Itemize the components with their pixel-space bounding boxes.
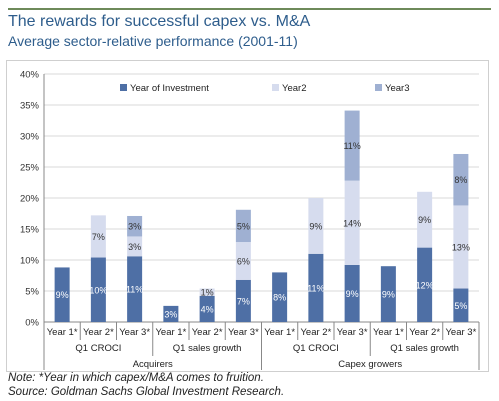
legend-swatch [272, 84, 279, 91]
data-label: 11% [126, 285, 143, 295]
x-tick-label: Year 1* [264, 327, 295, 338]
data-label: 1% [201, 288, 214, 298]
subgroup-label: Q1 CROCI [75, 343, 121, 354]
top-rule [8, 8, 491, 10]
data-label: 5% [454, 301, 467, 311]
legend-label: Year2 [282, 83, 306, 94]
x-tick-label: Year 2* [300, 327, 331, 338]
x-tick-label: Year 1* [373, 327, 404, 338]
bar-year-of-investment [417, 247, 433, 322]
chart-note: Note: *Year in which capex/M&A comes to … [8, 372, 264, 384]
bar-year2 [453, 205, 469, 289]
data-label: 13% [452, 242, 470, 252]
bar-year-of-investment [127, 256, 143, 322]
bar-year3 [453, 153, 469, 206]
x-tick-label: Year 3* [337, 327, 368, 338]
bar-year2 [127, 236, 143, 257]
data-label: 12% [416, 280, 434, 290]
legend-swatch [375, 84, 382, 91]
bar-year2 [344, 180, 360, 265]
data-label: 9% [418, 215, 431, 225]
bar-year3 [235, 209, 251, 243]
bar-year2 [417, 191, 433, 248]
y-tick-label: 25% [20, 163, 40, 174]
data-label: 9% [346, 289, 359, 299]
data-label: 8% [273, 293, 286, 303]
bar-year-of-investment [380, 266, 396, 322]
chart-title: The rewards for successful capex vs. M&A [8, 13, 311, 30]
x-tick-label: Year 3* [228, 327, 259, 338]
bar-year3 [344, 110, 360, 181]
subgroup-label: Q1 sales growth [173, 343, 242, 354]
bar-year-of-investment [90, 257, 106, 322]
x-tick-label: Year 1* [155, 327, 186, 338]
subgroup-label: Q1 CROCI [293, 343, 339, 354]
y-tick-label: 30% [20, 132, 40, 143]
data-label: 11% [307, 283, 324, 293]
bar-year-of-investment [235, 279, 251, 322]
bar-year-of-investment [344, 264, 360, 322]
data-label: 6% [237, 256, 250, 266]
y-tick-label: 5% [25, 287, 39, 298]
bar-year-of-investment [453, 288, 469, 322]
bar-year2 [199, 288, 215, 296]
bar-year-of-investment [163, 305, 179, 322]
bar-year2 [90, 215, 106, 258]
x-tick-label: Year 2* [192, 327, 223, 338]
legend-label: Year of Investment [130, 83, 209, 94]
x-tick-label: Year 1* [47, 327, 78, 338]
bar-year-of-investment [199, 295, 215, 322]
data-label: 3% [164, 309, 177, 319]
bar-year2 [308, 198, 324, 254]
group-label: Capex growers [338, 359, 402, 370]
x-tick-label: Year 2* [83, 327, 114, 338]
y-tick-label: 10% [20, 256, 40, 267]
x-tick-label: Year 3* [119, 327, 150, 338]
data-label: 5% [237, 221, 250, 231]
subgroup-label: Q1 sales growth [390, 343, 459, 354]
bar-year2 [235, 242, 251, 280]
legend-label: Year3 [385, 83, 409, 94]
data-label: 11% [343, 141, 360, 151]
data-label: 3% [128, 222, 141, 232]
bar-year-of-investment [54, 267, 70, 322]
chart-source: Source: Goldman Sachs Global Investment … [8, 386, 285, 398]
y-tick-label: 35% [20, 101, 40, 112]
data-label: 8% [454, 175, 467, 185]
y-tick-label: 40% [20, 70, 40, 81]
data-label: 9% [309, 221, 322, 231]
y-tick-label: 15% [20, 225, 40, 236]
y-tick-label: 20% [20, 194, 40, 205]
y-tick-label: 0% [25, 318, 39, 329]
data-label: 10% [89, 285, 107, 295]
data-label: 7% [92, 232, 105, 242]
chart-subtitle: Average sector-relative performance (200… [8, 33, 298, 49]
data-label: 9% [382, 290, 395, 300]
data-label: 9% [56, 290, 69, 300]
bar-year3 [127, 215, 143, 237]
x-tick-label: Year 2* [409, 327, 440, 338]
x-tick-label: Year 3* [445, 327, 476, 338]
data-label: 4% [201, 304, 214, 314]
bar-year-of-investment [272, 272, 288, 322]
data-label: 14% [343, 218, 361, 228]
legend-swatch [120, 84, 127, 91]
group-label: Acquirers [133, 359, 173, 370]
data-label: 7% [237, 296, 250, 306]
data-label: 3% [128, 242, 141, 252]
bar-year-of-investment [308, 253, 324, 322]
